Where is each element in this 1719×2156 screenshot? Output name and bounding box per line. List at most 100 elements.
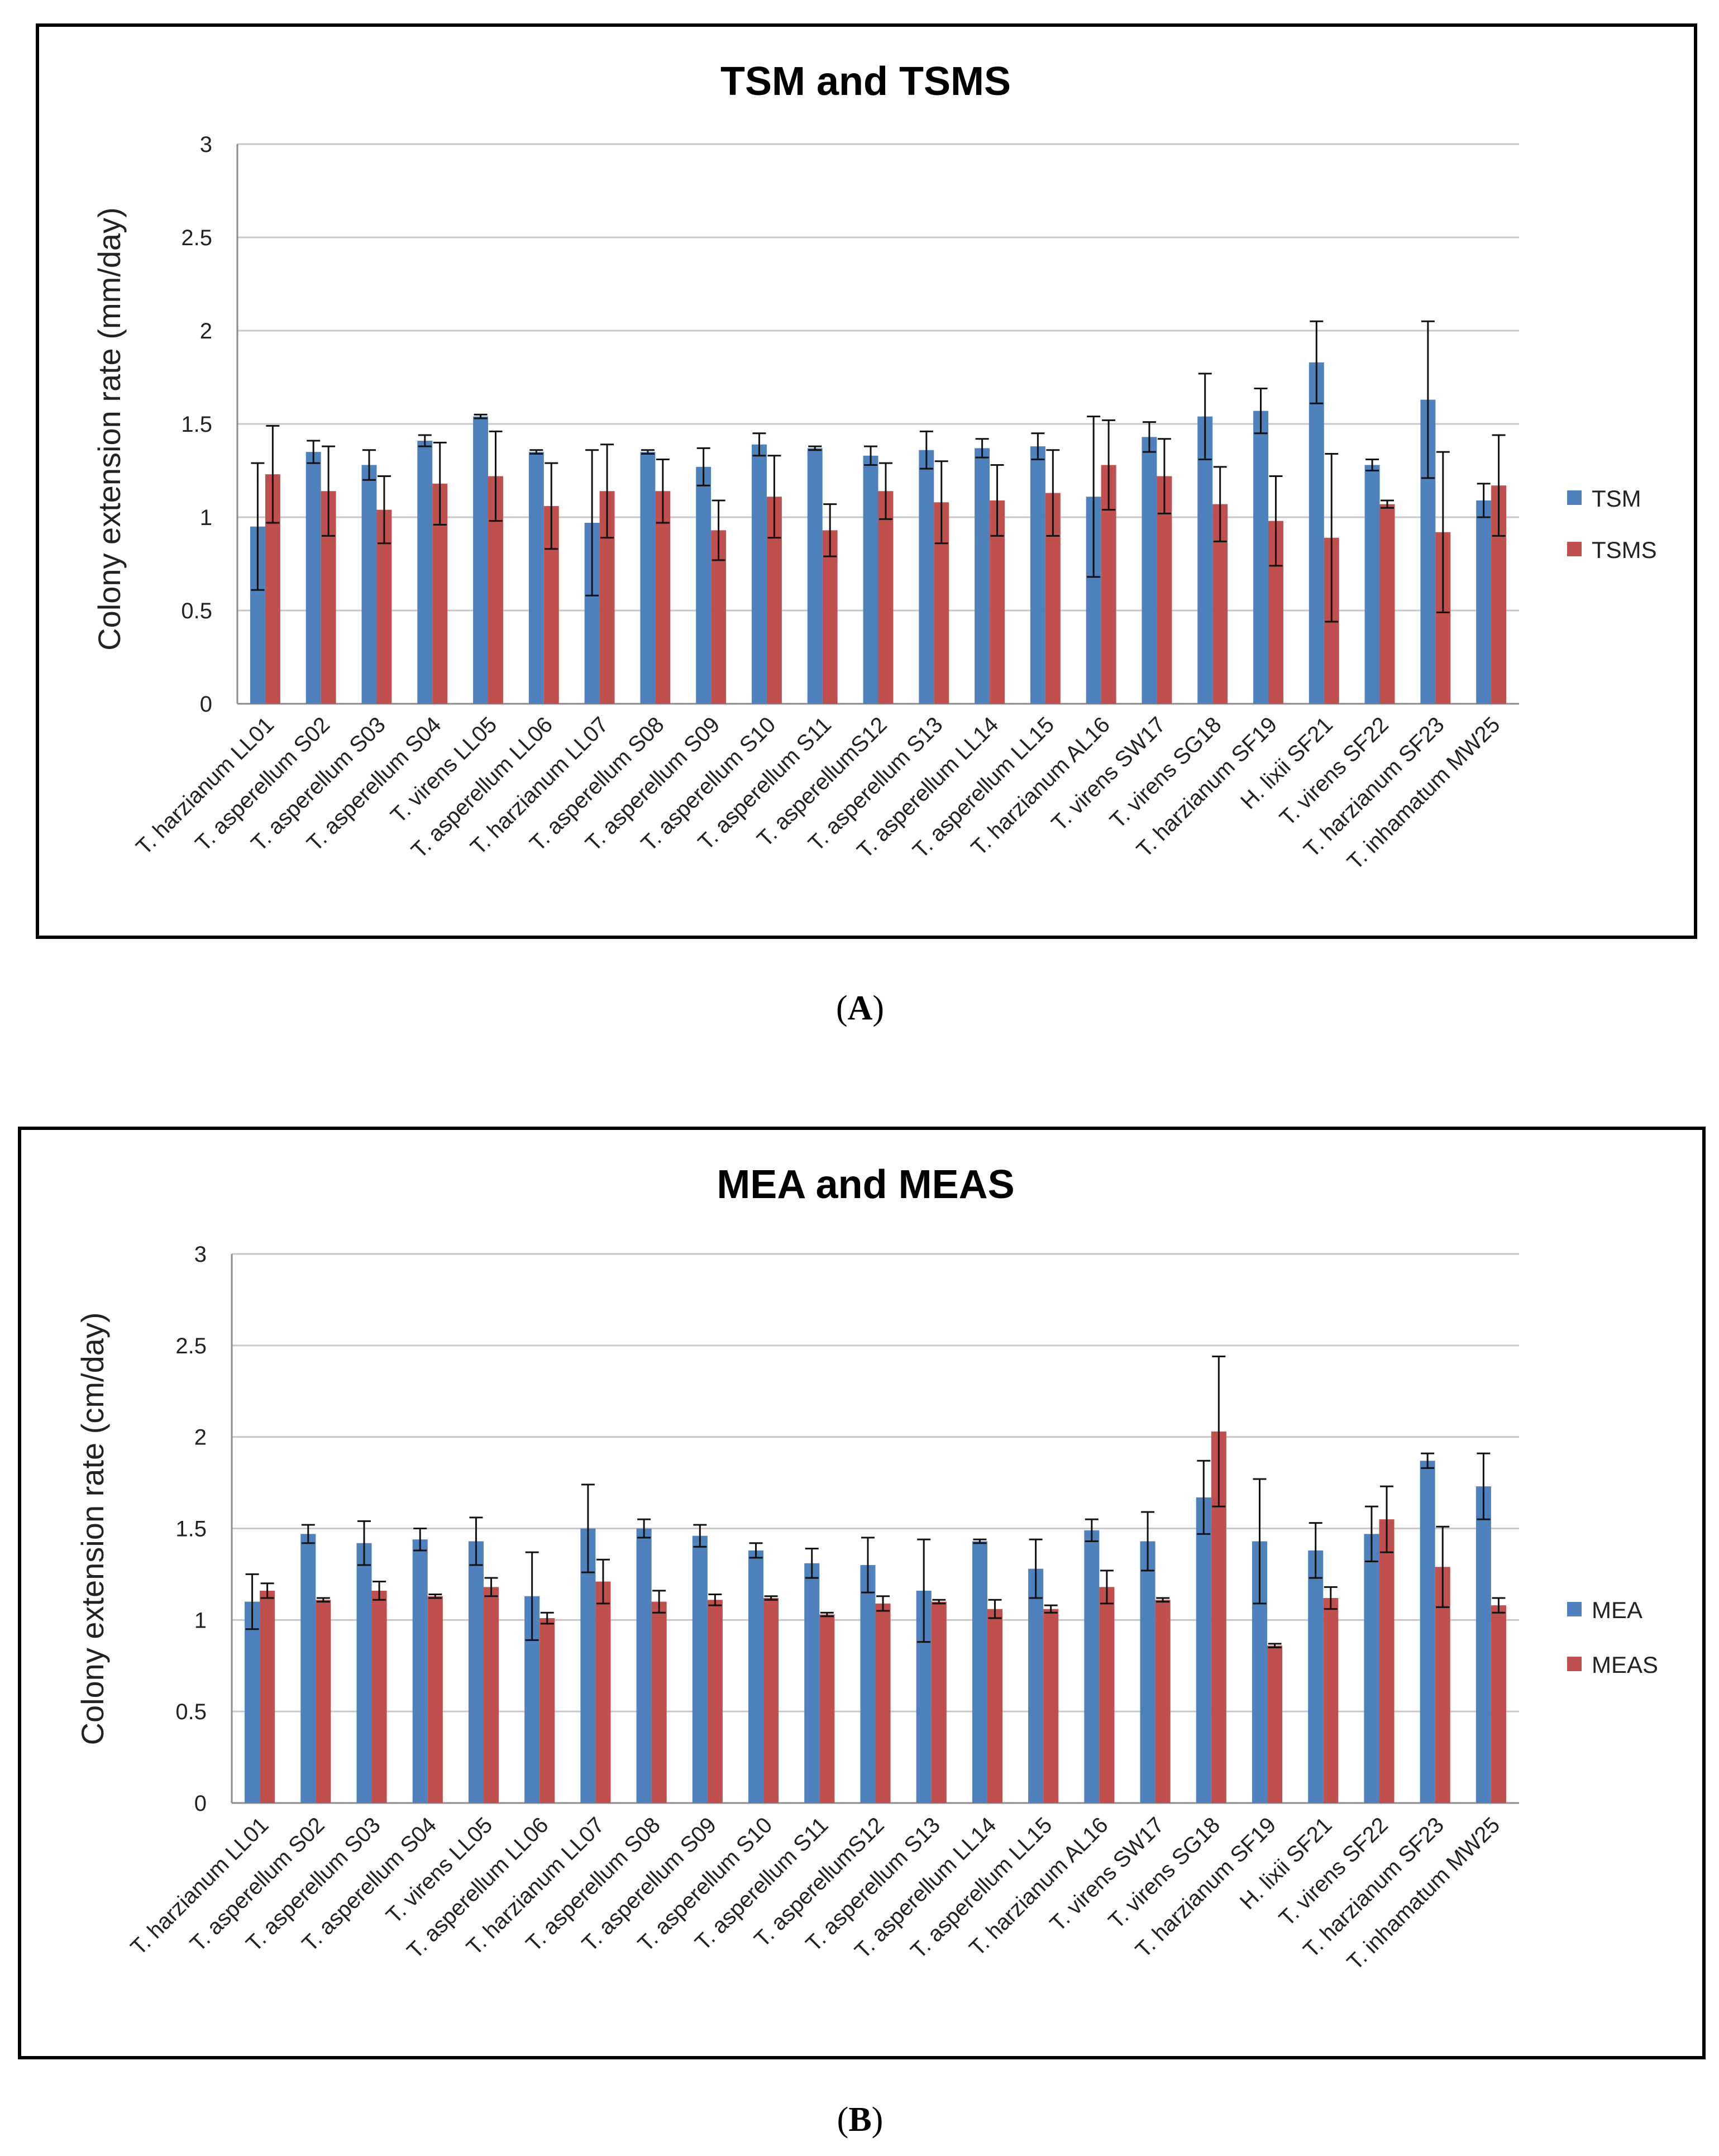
- bar-tsm-10: [751, 444, 767, 704]
- gridlines: [236, 143, 1519, 705]
- bar-meas-11: [819, 1614, 835, 1803]
- error-bar-meas-11: [820, 1611, 834, 1618]
- error-bar-meas-10: [764, 1595, 778, 1601]
- bar-meas-3: [371, 1590, 387, 1803]
- bar-meas-16: [1099, 1587, 1115, 1803]
- error-bar-tsms-18: [1213, 466, 1227, 542]
- error-bar-tsms-2: [322, 445, 336, 537]
- bar-mea-14: [972, 1541, 987, 1803]
- error-bar-tsms-21: [1381, 499, 1395, 509]
- error-bar-mea-21: [1364, 1505, 1378, 1562]
- bar-mea-21: [1364, 1534, 1379, 1803]
- error-bar-tsm-15: [1031, 432, 1045, 460]
- error-bar-mea-8: [637, 1518, 651, 1539]
- bar-mea-16: [1084, 1530, 1100, 1803]
- bar-mea-5: [468, 1541, 484, 1803]
- bar-tsm-14: [975, 448, 990, 704]
- legend-label-meas: MEAS: [1592, 1652, 1658, 1678]
- bar-mea-3: [356, 1543, 372, 1803]
- bar-tsm-13: [919, 450, 934, 704]
- legend-swatch-mea: [1567, 1602, 1582, 1616]
- error-bar-mea-23: [1477, 1452, 1491, 1520]
- error-bar-tsm-19: [1254, 388, 1268, 435]
- bar-tsm-8: [640, 452, 656, 704]
- bar-tsm-15: [1030, 446, 1045, 704]
- error-bar-tsm-18: [1198, 373, 1212, 460]
- bar-mea-12: [860, 1565, 876, 1803]
- bar-tsm-18: [1197, 416, 1213, 704]
- chart-title: MEA and MEAS: [717, 1162, 1014, 1207]
- error-bar-tsm-14: [975, 438, 989, 459]
- legend: TSM TSMS: [1567, 485, 1657, 563]
- bar-mea-10: [748, 1550, 764, 1803]
- error-bar-tsms-17: [1157, 438, 1171, 514]
- error-bar-tsm-11: [808, 445, 822, 451]
- chart-title: TSM and TSMS: [720, 59, 1011, 104]
- error-bar-tsm-9: [696, 447, 710, 486]
- bar-mea-17: [1140, 1541, 1155, 1803]
- bar-tsms-8: [655, 491, 671, 704]
- error-bar-meas-9: [708, 1593, 722, 1606]
- error-bar-meas-16: [1100, 1570, 1114, 1605]
- error-bar-tsms-4: [433, 441, 447, 526]
- error-bar-meas-21: [1379, 1485, 1393, 1553]
- bar-tsm-21: [1364, 465, 1380, 704]
- error-bar-mea-10: [749, 1542, 763, 1559]
- error-bar-meas-23: [1492, 1597, 1506, 1614]
- error-bar-tsms-1: [266, 424, 280, 524]
- error-bar-meas-15: [1044, 1604, 1058, 1614]
- legend-label-tsms: TSMS: [1592, 537, 1657, 563]
- legend-label-mea: MEA: [1592, 1597, 1642, 1623]
- chart-mea-meas: MEA and MEAS 0 0.5 1 1.5 2 2.5 3 Colony extens…: [18, 1127, 1706, 2139]
- bar-mea-23: [1476, 1486, 1491, 1803]
- bars: [245, 1355, 1506, 1803]
- error-bar-mea-19: [1253, 1478, 1267, 1605]
- bar-meas-5: [483, 1587, 499, 1803]
- error-bar-meas-7: [596, 1558, 610, 1605]
- bar-meas-9: [707, 1600, 723, 1803]
- y-tick-label: 3: [194, 1242, 207, 1267]
- bar-meas-10: [763, 1598, 779, 1803]
- bar-mea-18: [1196, 1497, 1211, 1803]
- bar-tsm-2: [305, 452, 321, 704]
- panel-letter-b: B: [848, 2101, 871, 2139]
- error-bar-mea-12: [861, 1537, 875, 1594]
- bar-meas-20: [1323, 1598, 1339, 1803]
- error-bar-tsm-21: [1365, 458, 1379, 471]
- error-bar-mea-17: [1141, 1511, 1155, 1572]
- y-tick-label: 3: [200, 132, 212, 157]
- error-bar-tsms-11: [823, 503, 837, 557]
- error-bar-meas-6: [540, 1611, 554, 1625]
- error-bar-tsm-3: [362, 449, 376, 481]
- error-bar-meas-14: [988, 1599, 1002, 1619]
- error-bar-meas-17: [1156, 1597, 1170, 1603]
- error-bar-mea-20: [1309, 1522, 1322, 1579]
- error-bar-tsms-3: [377, 475, 391, 545]
- error-bar-mea-14: [973, 1538, 987, 1544]
- error-bar-meas-13: [932, 1599, 946, 1605]
- y-tick-label: 0: [194, 1791, 207, 1816]
- panel-letter-a: A: [848, 989, 873, 1027]
- legend-swatch-tsms: [1567, 542, 1582, 556]
- bar-mea-1: [245, 1601, 260, 1803]
- error-bar-mea-2: [301, 1524, 315, 1544]
- y-tick-label: 1.5: [175, 1517, 207, 1542]
- error-bar-tsm-2: [307, 440, 321, 464]
- error-bar-tsms-23: [1492, 434, 1506, 537]
- error-bar-mea-3: [357, 1520, 371, 1566]
- error-bar-tsms-6: [545, 462, 558, 550]
- error-bar-tsm-6: [529, 449, 543, 455]
- bar-tsm-3: [361, 465, 377, 704]
- error-bar-mea-11: [805, 1548, 819, 1579]
- panel-label-b: (B): [837, 2101, 884, 2139]
- error-bar-mea-22: [1421, 1452, 1435, 1469]
- bar-tsm-9: [696, 466, 712, 704]
- bar-tsm-11: [807, 448, 823, 704]
- bar-meas-13: [931, 1601, 947, 1803]
- legend-swatch-meas: [1567, 1657, 1582, 1671]
- panel-label-a: (A): [836, 989, 884, 1027]
- error-bar-meas-22: [1436, 1525, 1450, 1608]
